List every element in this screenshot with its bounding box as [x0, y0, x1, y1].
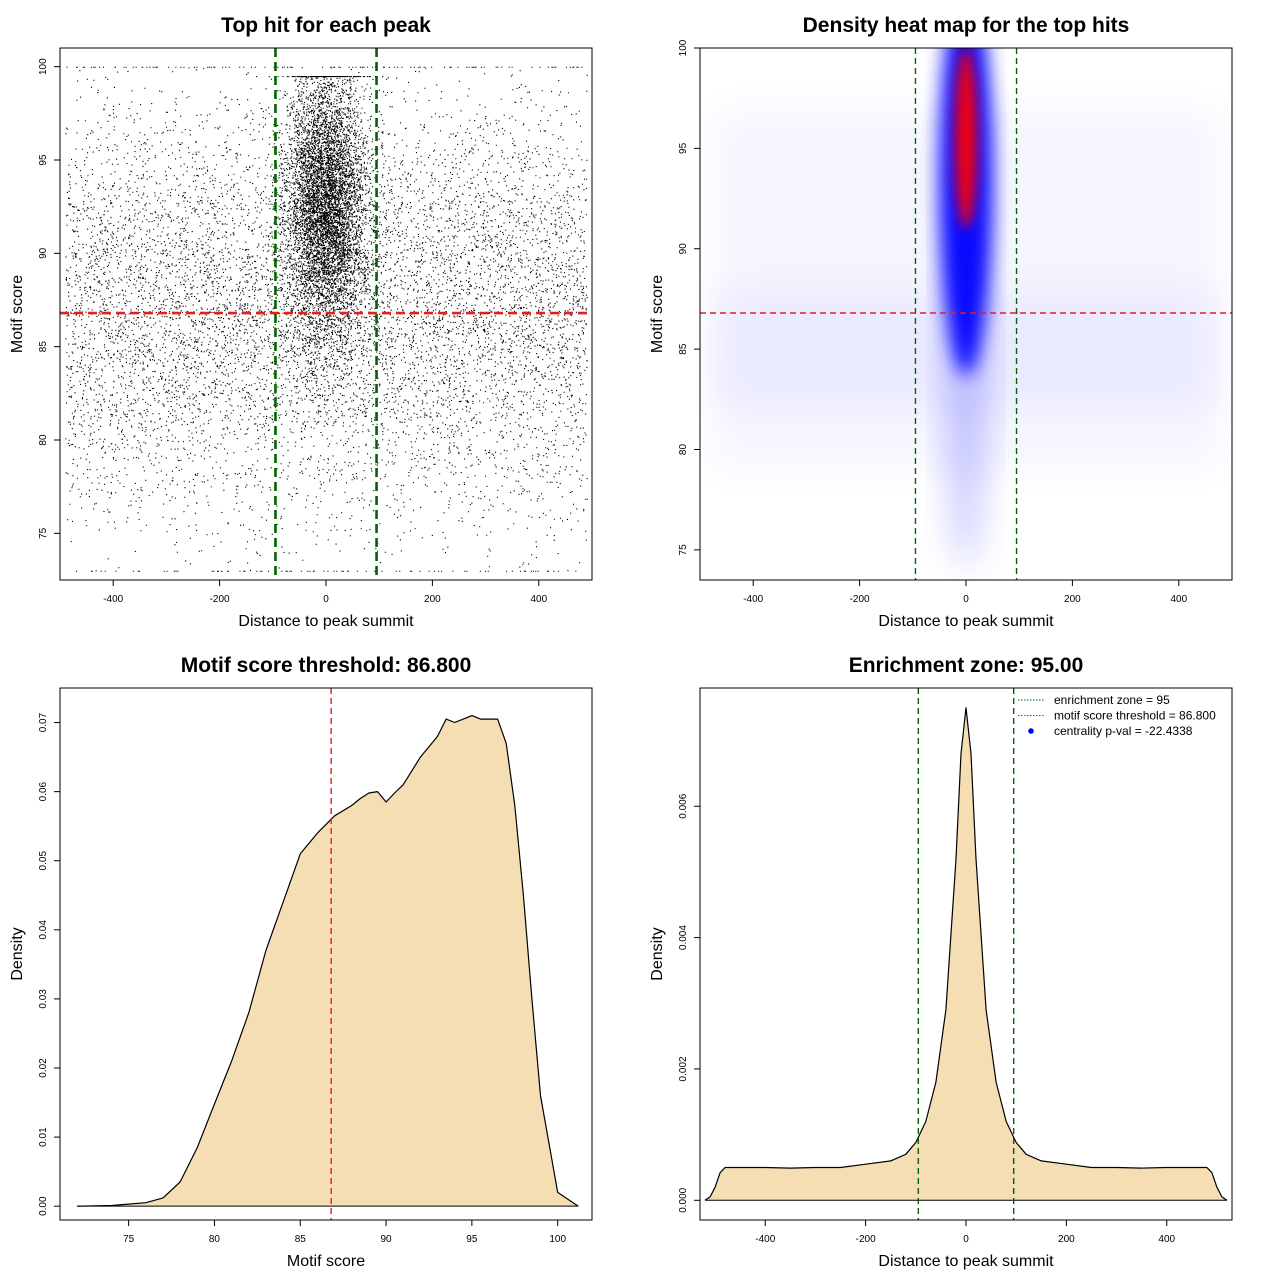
scatter-panel: Top hit for each peak Distance to peak su… [9, 14, 593, 630]
y-tick-label: 80 [38, 434, 49, 446]
x-tick-label: -200 [856, 1234, 876, 1245]
x-tick-label: 100 [549, 1234, 566, 1245]
plot-area [710, 48, 1222, 580]
density-area [77, 715, 579, 1207]
y-tick-label: 85 [38, 341, 49, 353]
density-curve [77, 715, 579, 1207]
density-hotspot [955, 48, 977, 229]
plot-frame [59, 687, 593, 1221]
y-tick-label: 75 [38, 527, 49, 539]
x-tick-label: 0 [323, 594, 329, 605]
x-tick-label: 75 [123, 1234, 135, 1245]
x-tick-label: 400 [530, 594, 547, 605]
scatter-points [65, 66, 588, 572]
heatmap-panel: Density heat map for the top hits Distanc… [649, 14, 1233, 630]
legend-label: motif score threshold = 86.800 [1054, 709, 1216, 723]
x-tick-label: 80 [209, 1234, 221, 1245]
y-tick-label: 90 [678, 243, 689, 255]
plot-area [77, 688, 579, 1220]
x-axis-label: Distance to peak summit [878, 1253, 1054, 1270]
x-tick-label: -400 [743, 594, 763, 605]
y-tick-label: 0.03 [38, 989, 49, 1009]
y-tick-label: 100 [678, 39, 689, 56]
x-tick-label: 400 [1158, 1234, 1175, 1245]
x-tick-label: 90 [381, 1234, 393, 1245]
x-tick-label: 95 [466, 1234, 478, 1245]
density-curve [704, 707, 1228, 1201]
y-tick-label: 100 [38, 58, 49, 75]
y-tick-label: 0.000 [678, 1187, 689, 1212]
plot-area [704, 688, 1228, 1220]
y-tick-label: 95 [38, 154, 49, 166]
chart-title: Enrichment zone: 95.00 [849, 654, 1084, 677]
legend-label: enrichment zone = 95 [1054, 693, 1170, 707]
x-axis-label: Distance to peak summit [238, 613, 414, 630]
y-tick-label: 0.002 [678, 1056, 689, 1081]
x-axis-label: Motif score [287, 1253, 365, 1270]
x-tick-label: 0 [963, 594, 969, 605]
legend-label: centrality p-val = -22.4338 [1054, 724, 1193, 738]
legend-marker-point [1028, 728, 1034, 734]
x-tick-label: -400 [755, 1234, 775, 1245]
y-tick-label: 75 [678, 544, 689, 556]
x-tick-label: -200 [210, 594, 230, 605]
x-tick-label: 200 [1058, 1234, 1075, 1245]
x-tick-label: 200 [1064, 594, 1081, 605]
y-tick-label: 90 [38, 247, 49, 259]
enrichment-zone-density-panel: Enrichment zone: 95.00 Distance to peak s… [649, 654, 1233, 1270]
chart-title: Density heat map for the top hits [803, 14, 1130, 37]
chart-title: Top hit for each peak [221, 14, 431, 37]
x-axis-label: Distance to peak summit [878, 613, 1054, 630]
y-tick-label: 0.02 [38, 1058, 49, 1078]
y-axis-label: Motif score [649, 275, 666, 353]
y-tick-label: 0.05 [38, 851, 49, 871]
y-tick-label: 0.01 [38, 1127, 49, 1147]
y-tick-label: 0.07 [38, 712, 49, 732]
y-tick-label: 0.004 [678, 925, 689, 950]
motif-score-density-panel: Motif score threshold: 86.800 Motif score… [9, 654, 593, 1270]
y-tick-label: 85 [678, 343, 689, 355]
y-axis-label: Density [9, 927, 26, 980]
chart-title: Motif score threshold: 86.800 [181, 654, 472, 677]
y-axis-label: Density [649, 927, 666, 980]
y-tick-label: 0.006 [678, 793, 689, 818]
legend: enrichment zone = 95 motif score threshol… [1018, 693, 1216, 738]
x-tick-label: -400 [103, 594, 123, 605]
y-axis-label: Motif score [9, 275, 26, 353]
y-tick-label: 0.04 [38, 920, 49, 940]
x-tick-label: 400 [1170, 594, 1187, 605]
y-tick-label: 80 [678, 444, 689, 456]
y-tick-label: 95 [678, 142, 689, 154]
x-tick-label: -200 [850, 594, 870, 605]
x-tick-label: 85 [295, 1234, 307, 1245]
x-tick-label: 0 [963, 1234, 969, 1245]
y-tick-label: 0.06 [38, 781, 49, 801]
x-tick-label: 200 [424, 594, 441, 605]
y-tick-label: 0.00 [38, 1196, 49, 1216]
density-area [705, 707, 1227, 1201]
